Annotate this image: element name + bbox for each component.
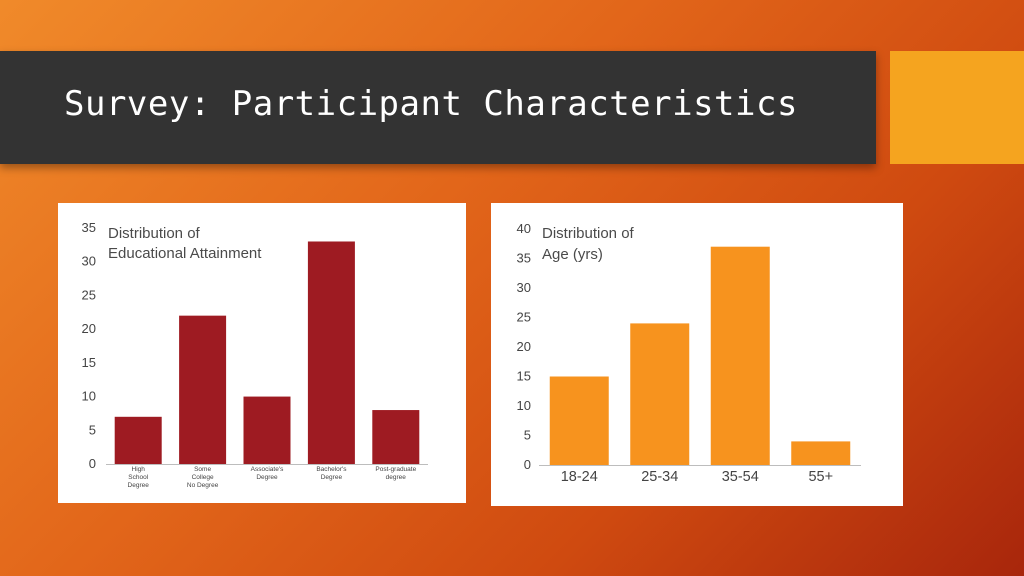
- y-tick-label: 15: [82, 355, 96, 370]
- age-chart: 0 5 10 15 20 25 30 35 40 18-24 25-34 35-54 55+ Distri…: [517, 221, 861, 485]
- age-bar: [710, 246, 770, 465]
- edu-bar: [307, 241, 355, 464]
- y-tick-label: 10: [517, 398, 531, 413]
- y-tick-label: 5: [524, 428, 531, 443]
- chart-title: Distribution of Educational Attainment: [108, 225, 262, 262]
- y-tick-label: 30: [82, 254, 96, 269]
- y-tick-label: 10: [82, 389, 96, 404]
- y-tick-label: 25: [517, 310, 531, 325]
- education-chart: 0 5 10 15 20 25 30 35 High School Degree Some Colleg…: [82, 220, 428, 489]
- y-tick-label: 25: [82, 287, 96, 302]
- edu-bar: [179, 315, 227, 464]
- x-category-label: 25-34: [641, 469, 678, 485]
- y-tick-label: 20: [517, 339, 531, 354]
- title-bar: [0, 51, 876, 164]
- accent-square: [890, 51, 1024, 164]
- y-tick-label: 0: [524, 457, 531, 472]
- age-chart-panel: 0 5 10 15 20 25 30 35 40 18-24 25-34 35-54 55+ Distri…: [491, 203, 903, 506]
- y-tick-label: 40: [517, 221, 531, 236]
- age-bar: [549, 376, 609, 465]
- x-category-label: 55+: [808, 469, 833, 485]
- age-bar: [791, 441, 851, 465]
- edu-bar: [372, 410, 420, 464]
- x-category-label: High School Degree: [128, 466, 150, 489]
- x-category-label: Some College No Degree: [187, 466, 219, 489]
- chart-title: Distribution of Age (yrs): [542, 225, 635, 263]
- y-tick-label: 35: [82, 220, 96, 235]
- education-chart-panel: 0 5 10 15 20 25 30 35 High School Degree Some Colleg…: [58, 203, 466, 503]
- y-tick-label: 0: [89, 456, 96, 471]
- age-bar: [630, 323, 690, 465]
- edu-bar: [114, 416, 162, 464]
- y-tick-label: 15: [517, 369, 531, 384]
- x-category-label: Post-graduate degree: [375, 466, 416, 481]
- x-category-label: Bachelor's Degree: [316, 466, 347, 481]
- y-tick-label: 5: [89, 422, 96, 437]
- y-tick-label: 30: [517, 280, 531, 295]
- slide-title: Survey: Participant Characteristics: [64, 84, 798, 124]
- edu-bar: [243, 396, 291, 464]
- y-tick-label: 35: [517, 251, 531, 266]
- x-category-label: 18-24: [561, 469, 598, 485]
- x-category-label: Associate's Degree: [251, 466, 284, 481]
- y-tick-label: 20: [82, 321, 96, 336]
- x-category-label: 35-54: [722, 469, 759, 485]
